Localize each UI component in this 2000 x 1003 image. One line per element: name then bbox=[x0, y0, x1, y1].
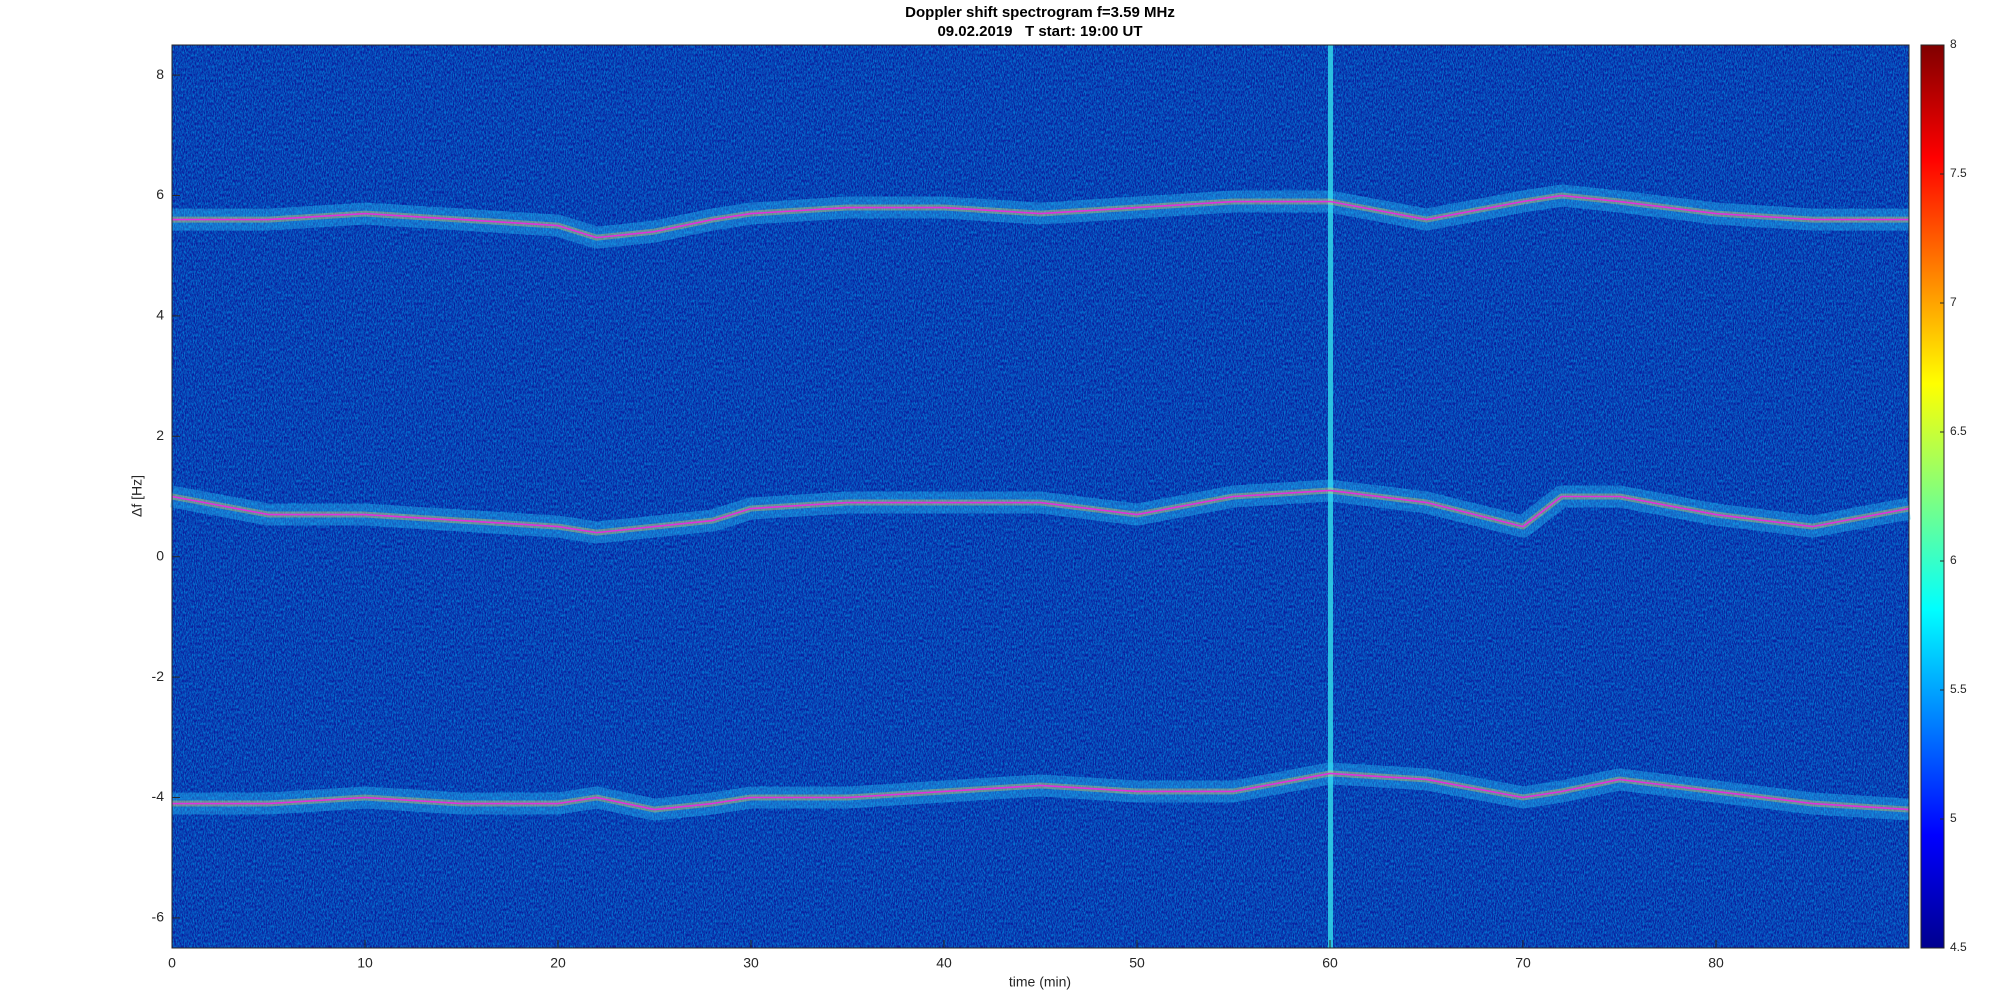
x-tick-label: 50 bbox=[1129, 955, 1145, 971]
y-tick-label: 4 bbox=[156, 307, 164, 323]
colorbar-tick-label: 5 bbox=[1950, 811, 1957, 825]
colorbar-tick-label: 6.5 bbox=[1950, 424, 1967, 438]
x-tick-label: 70 bbox=[1515, 955, 1531, 971]
y-tick-label: 8 bbox=[156, 66, 164, 82]
x-tick-label: 20 bbox=[550, 955, 566, 971]
chart-title: Doppler shift spectrogram f=3.59 MHz bbox=[905, 4, 1175, 21]
x-axis-label: time (min) bbox=[1009, 974, 1071, 990]
colorbar-tick-label: 7.5 bbox=[1950, 166, 1967, 180]
colorbar-tick-label: 6 bbox=[1950, 553, 1957, 567]
y-tick-label: -6 bbox=[152, 909, 165, 925]
y-tick-label: 0 bbox=[156, 547, 164, 563]
x-tick-label: 0 bbox=[168, 955, 176, 971]
y-tick-label: -4 bbox=[152, 788, 165, 804]
y-axis-label: Δf [Hz] bbox=[129, 475, 145, 517]
y-tick-label: -2 bbox=[152, 668, 165, 684]
x-tick-label: 60 bbox=[1322, 955, 1338, 971]
x-tick-label: 10 bbox=[357, 955, 373, 971]
colorbar-tick-label: 4.5 bbox=[1950, 940, 1967, 954]
trace-line bbox=[172, 194, 1909, 239]
chart-subtitle: 09.02.2019 T start: 19:00 UT bbox=[937, 23, 1142, 40]
y-tick-label: 6 bbox=[156, 186, 164, 202]
interference-stripe bbox=[1328, 45, 1333, 948]
trace-line bbox=[172, 772, 1910, 811]
x-tick-label: 80 bbox=[1708, 955, 1724, 971]
plot-frame bbox=[171, 44, 1910, 949]
colorbar-tick-label: 7 bbox=[1950, 295, 1957, 309]
colorbar-tick-label: 8 bbox=[1950, 37, 1957, 51]
colorbar bbox=[1920, 44, 1945, 949]
y-tick-label: 2 bbox=[156, 427, 164, 443]
colorbar-tick-label: 5.5 bbox=[1950, 682, 1967, 696]
x-tick-label: 40 bbox=[936, 955, 952, 971]
trace-line bbox=[171, 489, 1910, 534]
x-tick-label: 30 bbox=[743, 955, 759, 971]
